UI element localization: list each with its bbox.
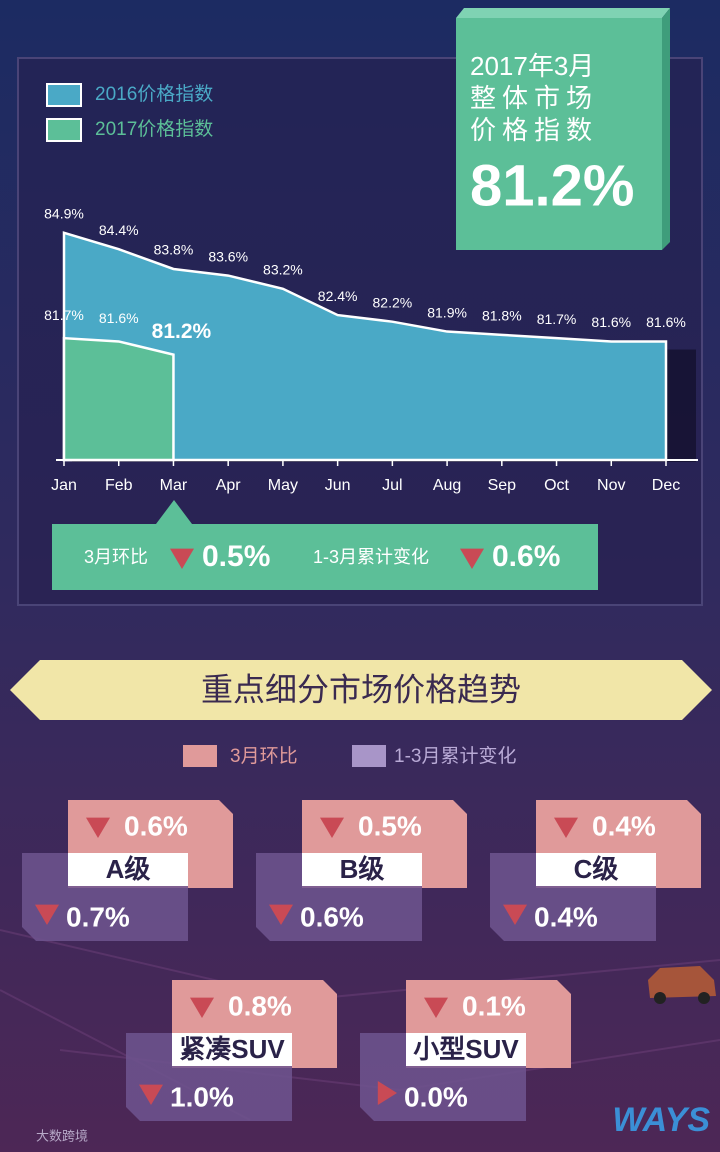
area — [62, 336, 175, 462]
data-label: 81.2% — [152, 320, 212, 343]
section-banner — [10, 660, 712, 720]
data-label: 81.7% — [537, 311, 577, 327]
x-tick-label: Sep — [488, 477, 517, 494]
footer-source: 大数跨境 — [36, 1128, 88, 1143]
area — [62, 231, 668, 462]
callout-box — [456, 18, 662, 250]
summary-pointer — [156, 500, 192, 524]
data-label: 84.9% — [44, 205, 84, 221]
callout-edge — [662, 8, 670, 250]
legend-label: 2016价格指数 — [95, 83, 213, 105]
x-tick-label: May — [268, 477, 298, 494]
cumulative-value: 0.7% — [66, 901, 130, 932]
callout-edge — [456, 8, 670, 18]
segment-name: C级 — [574, 854, 619, 884]
legend-label: 2017价格指数 — [95, 118, 213, 140]
trend-arrow — [269, 904, 293, 925]
trend-arrow — [190, 997, 214, 1018]
cumulative-value: 0.4% — [534, 901, 598, 932]
callout-line: 价格指数 — [470, 115, 598, 145]
segment-label-box — [302, 853, 422, 886]
trend-arrow — [503, 904, 527, 925]
segment-name: B级 — [340, 854, 385, 884]
monthly-value: 0.5% — [358, 810, 422, 841]
legend-swatch — [46, 118, 82, 142]
legend-swatch — [183, 745, 217, 767]
trend-arrow — [377, 1081, 397, 1105]
x-tick-label: Jan — [51, 477, 77, 494]
x-tick-label: Apr — [216, 477, 242, 494]
trend-arrow — [139, 1084, 163, 1105]
segment-label-box — [172, 1033, 292, 1066]
data-label: 82.2% — [373, 294, 413, 310]
summary-value: 0.6% — [492, 540, 560, 573]
summary-box — [52, 524, 598, 590]
summary-label: 1-3月累计变化 — [313, 547, 429, 567]
legend-label: 1-3月累计变化 — [394, 745, 516, 767]
data-label: 83.6% — [208, 248, 248, 264]
trend-arrow — [460, 548, 484, 569]
data-label: 81.6% — [99, 310, 139, 326]
cumulative-value: 1.0% — [170, 1081, 234, 1112]
data-label: 83.2% — [263, 261, 303, 277]
trend-arrow — [320, 817, 344, 838]
segment-label-box — [406, 1033, 526, 1066]
data-label: 82.4% — [318, 288, 358, 304]
trend-arrow — [170, 548, 194, 569]
legend-swatch — [46, 83, 82, 107]
data-label: 83.8% — [154, 242, 194, 258]
footer-brand: WAYS — [612, 1101, 710, 1139]
data-label: 81.6% — [591, 314, 631, 330]
legend-label: 3月环比 — [230, 745, 298, 767]
x-tick-label: Jul — [382, 477, 402, 494]
segment-name: 小型SUV — [413, 1034, 519, 1064]
x-tick-label: Mar — [160, 477, 188, 494]
trend-arrow — [35, 904, 59, 925]
summary-label: 3月环比 — [84, 547, 148, 567]
segment-name: 紧凑SUV — [179, 1034, 285, 1064]
trend-arrow — [424, 997, 448, 1018]
x-tick-label: Dec — [652, 477, 680, 494]
data-label: 84.4% — [99, 222, 139, 238]
callout-value: 81.2% — [470, 153, 634, 218]
x-tick-label: Oct — [544, 477, 569, 494]
cumulative-value: 0.0% — [404, 1081, 468, 1112]
data-label: 81.9% — [427, 304, 467, 320]
data-label: 81.8% — [482, 308, 522, 324]
data-label: 81.6% — [646, 314, 686, 330]
data-label: 81.7% — [44, 307, 84, 323]
monthly-value: 0.1% — [462, 990, 526, 1021]
summary-value: 0.5% — [202, 540, 270, 573]
monthly-value: 0.4% — [592, 810, 656, 841]
segment-label-box — [536, 853, 656, 886]
trend-arrow — [554, 817, 578, 838]
monthly-value: 0.8% — [228, 990, 292, 1021]
car-icon — [648, 966, 716, 1004]
x-tick-label: Nov — [597, 477, 625, 494]
callout-line: 2017年3月 — [470, 51, 594, 81]
x-tick-label: Aug — [433, 477, 461, 494]
monthly-value: 0.6% — [124, 810, 188, 841]
segment-label-box — [68, 853, 188, 886]
legend-swatch — [352, 745, 386, 767]
x-tick-label: Feb — [105, 477, 133, 494]
trend-arrow — [86, 817, 110, 838]
callout-line: 整体市场 — [470, 83, 598, 113]
section-title: 重点细分市场价格趋势 — [201, 671, 521, 709]
x-tick-label: Jun — [325, 477, 351, 494]
segment-name: A级 — [106, 854, 151, 884]
cumulative-value: 0.6% — [300, 901, 364, 932]
